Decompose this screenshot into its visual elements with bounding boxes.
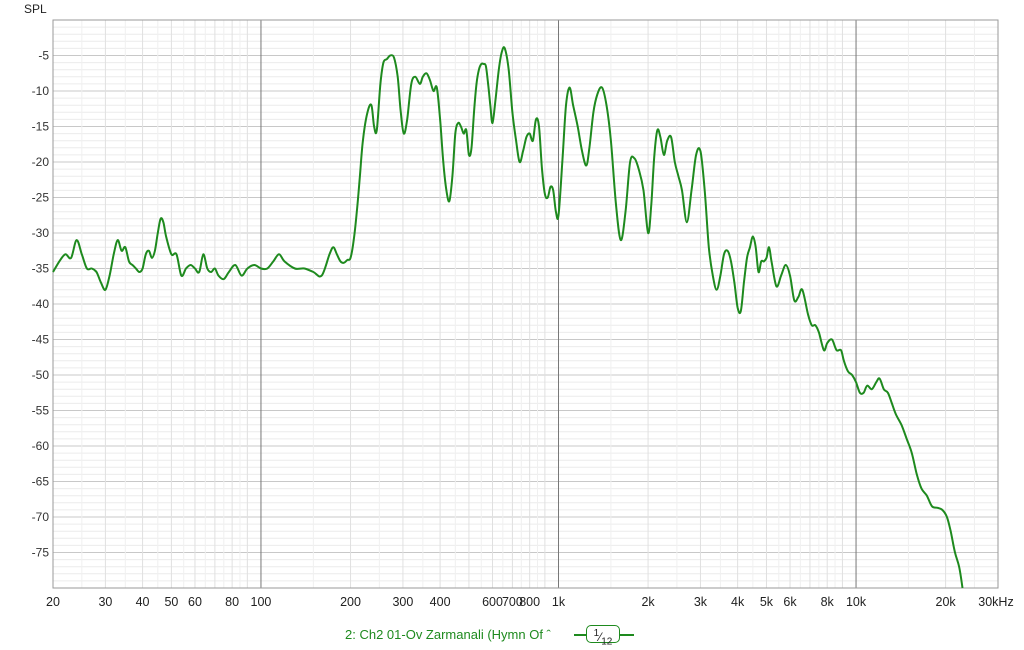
y-tick-label: -70 xyxy=(32,510,50,524)
y-tick-label: -50 xyxy=(32,368,50,382)
x-tick-label: 20 xyxy=(46,595,60,609)
x-tick-label: 300 xyxy=(392,595,413,609)
x-tick-label: 6k xyxy=(783,595,797,609)
x-tick-label: 5k xyxy=(760,595,774,609)
legend-line-right xyxy=(620,634,634,636)
x-tick-label: 2k xyxy=(641,595,655,609)
x-tick-label: 30kHz xyxy=(978,595,1013,609)
y-tick-label: -25 xyxy=(32,191,50,205)
y-tick-label: -35 xyxy=(32,262,50,276)
smoothing-numerator: 1 xyxy=(593,628,600,639)
x-tick-label: 100 xyxy=(251,595,272,609)
x-tick-label: 200 xyxy=(340,595,361,609)
y-tick-label: -65 xyxy=(32,475,50,489)
legend-series-label[interactable]: 2: Ch2 01-Ov Zarmanali (Hymn Of ˆ xyxy=(345,627,551,642)
plot-area: -5 -10 -15 -20 -25 -30 -35 -40 -45 -50 -55 -60 -65 -7… xyxy=(32,19,1014,609)
x-tick-label: 1k xyxy=(552,595,566,609)
x-tick-label: 8k xyxy=(821,595,835,609)
legend: 2: Ch2 01-Ov Zarmanali (Hymn Of ˆ 1⁄12 xyxy=(0,622,1024,647)
x-tick-label: 50 xyxy=(164,595,178,609)
y-axis-title: SPL xyxy=(24,2,47,16)
x-tick-label: 800 xyxy=(519,595,540,609)
y-tick-label: -10 xyxy=(32,84,50,98)
y-tick-label: -5 xyxy=(38,49,49,63)
legend-line-left xyxy=(574,634,586,636)
smoothing-badge[interactable]: 1⁄12 xyxy=(586,625,620,647)
x-tick-label: 700 xyxy=(502,595,523,609)
x-tick-label: 80 xyxy=(225,595,239,609)
series-line xyxy=(52,46,964,589)
x-tick-label: 20k xyxy=(936,595,957,609)
x-tick-label: 4k xyxy=(731,595,745,609)
smoothing-denominator: 12 xyxy=(601,636,613,648)
y-tick-label: -15 xyxy=(32,120,50,134)
x-tick-label: 40 xyxy=(136,595,150,609)
plot-frame xyxy=(52,19,999,589)
x-tick-label: 60 xyxy=(188,595,202,609)
x-tick-label: 3k xyxy=(694,595,708,609)
y-tick-label: -55 xyxy=(32,404,50,418)
x-tick-label: 10k xyxy=(846,595,867,609)
y-tick-label: -40 xyxy=(32,297,50,311)
y-tick-label: -30 xyxy=(32,226,50,240)
y-tick-label: -45 xyxy=(32,333,50,347)
x-tick-label: 600 xyxy=(482,595,503,609)
y-tick-label: -60 xyxy=(32,439,50,453)
y-tick-label: -20 xyxy=(32,155,50,169)
x-tick-label: 400 xyxy=(430,595,451,609)
x-tick-label: 30 xyxy=(98,595,112,609)
y-tick-label: -75 xyxy=(32,546,50,560)
